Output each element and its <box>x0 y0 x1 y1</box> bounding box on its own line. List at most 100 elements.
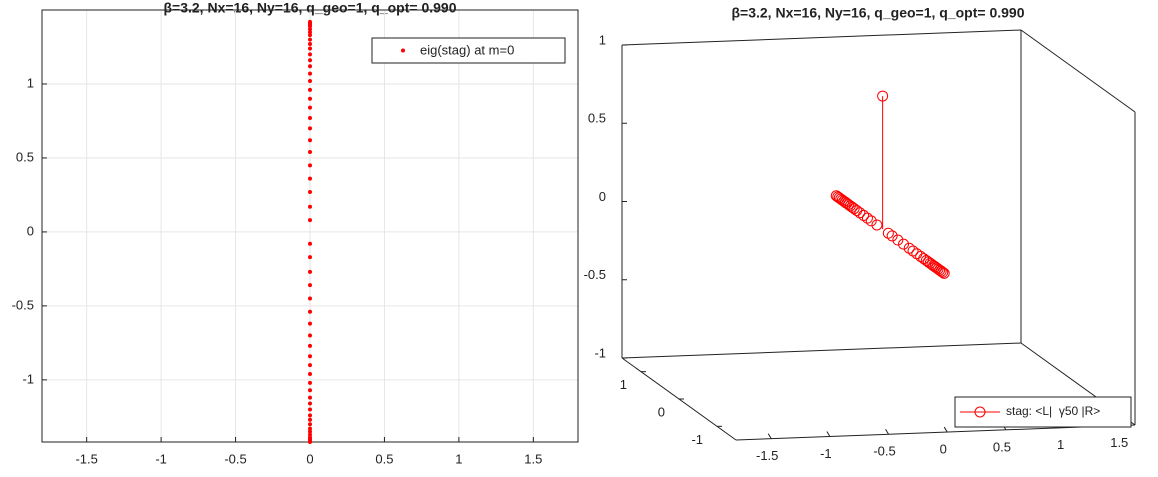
x-tick-label: 0.5 <box>375 451 393 466</box>
point <box>308 176 312 181</box>
x-tick-label: 1 <box>1057 437 1064 452</box>
y-tick-label: 0 <box>27 223 34 238</box>
x-tick-label: 1 <box>455 451 462 466</box>
point <box>308 87 312 92</box>
y-tick-label: -1 <box>691 432 703 447</box>
legend-label: stag: <L| γ50 |R> <box>1006 404 1100 418</box>
legend-label: eig(stag) at m=0 <box>420 42 514 57</box>
point <box>308 64 312 69</box>
z-tick-label: -0.5 <box>584 267 606 282</box>
stem-marker <box>907 245 919 257</box>
chart-title: β=3.2, Nx=16, Ny=16, q_geo=1, q_opt= 0.9… <box>732 5 1025 21</box>
stem-marker <box>938 267 950 279</box>
point <box>308 58 312 63</box>
point <box>308 37 312 42</box>
tick-mark <box>767 433 772 439</box>
point <box>308 429 312 434</box>
point <box>308 440 312 444</box>
point <box>308 126 312 131</box>
point <box>308 407 312 412</box>
x-tick-label: -0.5 <box>224 451 246 466</box>
stem-marker <box>865 215 877 227</box>
point <box>308 52 312 57</box>
stem-marker <box>935 265 947 277</box>
x-tick-label: 0.5 <box>993 439 1011 454</box>
stem-marker <box>871 219 883 231</box>
x-tick-label: -1 <box>820 446 832 461</box>
point <box>308 426 312 431</box>
x-tick-label: 1.5 <box>524 451 542 466</box>
point <box>308 71 312 76</box>
point <box>308 269 312 274</box>
point <box>308 27 312 32</box>
point <box>308 163 312 168</box>
legend-marker <box>401 48 405 53</box>
axis-box-edge <box>621 342 1022 359</box>
y-tick-label: 1 <box>27 75 34 90</box>
point <box>308 204 312 209</box>
stem-marker <box>915 250 927 262</box>
point <box>308 138 312 143</box>
axis-box-edge <box>1020 29 1136 113</box>
point <box>308 371 312 376</box>
stem-marker <box>861 212 873 224</box>
point <box>308 413 312 418</box>
point <box>308 96 312 101</box>
stem-marker <box>848 203 860 215</box>
tick-mark <box>943 426 948 433</box>
stem-marker <box>937 266 949 278</box>
point <box>308 354 312 359</box>
point <box>308 432 312 437</box>
point <box>308 46 312 51</box>
chart-title: β=3.2, Nx=16, Ny=16, q_geo=1, q_opt= 0.9… <box>164 0 457 16</box>
point <box>308 422 312 427</box>
point <box>308 105 312 110</box>
stem-marker <box>858 209 870 221</box>
tick-mark <box>826 431 831 437</box>
point <box>308 401 312 406</box>
z-tick-label: 0.5 <box>588 111 606 126</box>
point <box>308 333 312 338</box>
point <box>308 79 312 84</box>
point <box>308 321 312 326</box>
x-tick-label: -0.5 <box>873 444 895 459</box>
point <box>308 363 312 368</box>
z-tick-label: -1 <box>594 345 606 360</box>
point <box>308 42 312 47</box>
y-tick-label: 0 <box>658 404 665 419</box>
point <box>308 388 312 393</box>
point <box>308 380 312 385</box>
x-tick-label: -1.5 <box>756 448 778 463</box>
legend-marker <box>974 406 986 418</box>
z-tick-label: 0 <box>599 189 606 204</box>
point <box>308 24 312 29</box>
point <box>308 283 312 288</box>
point <box>308 189 312 194</box>
x-tick-label: 0 <box>940 441 947 456</box>
point <box>308 417 312 422</box>
point <box>308 241 312 246</box>
y-tick-label: 0.5 <box>16 149 34 164</box>
y-tick-label: 1 <box>620 377 627 392</box>
stem-marker <box>882 227 894 239</box>
point <box>308 30 312 35</box>
tick-mark <box>885 429 889 435</box>
stem-marker <box>877 90 889 102</box>
point <box>308 218 312 223</box>
stem-marker <box>892 234 904 246</box>
y-tick-label: -0.5 <box>12 297 34 312</box>
z-tick-label: 1 <box>599 32 606 47</box>
axis-box-edge <box>621 29 1022 46</box>
stem-marker <box>886 230 898 242</box>
x-tick-label: 0 <box>306 451 313 466</box>
point <box>308 309 312 314</box>
stem-marker <box>898 238 910 250</box>
x-tick-label: -1.5 <box>75 451 97 466</box>
stem-marker <box>842 198 854 210</box>
point <box>308 255 312 260</box>
point <box>308 33 312 38</box>
stem-marker <box>920 255 932 267</box>
stem-marker <box>903 242 915 254</box>
stem-marker <box>854 207 866 219</box>
